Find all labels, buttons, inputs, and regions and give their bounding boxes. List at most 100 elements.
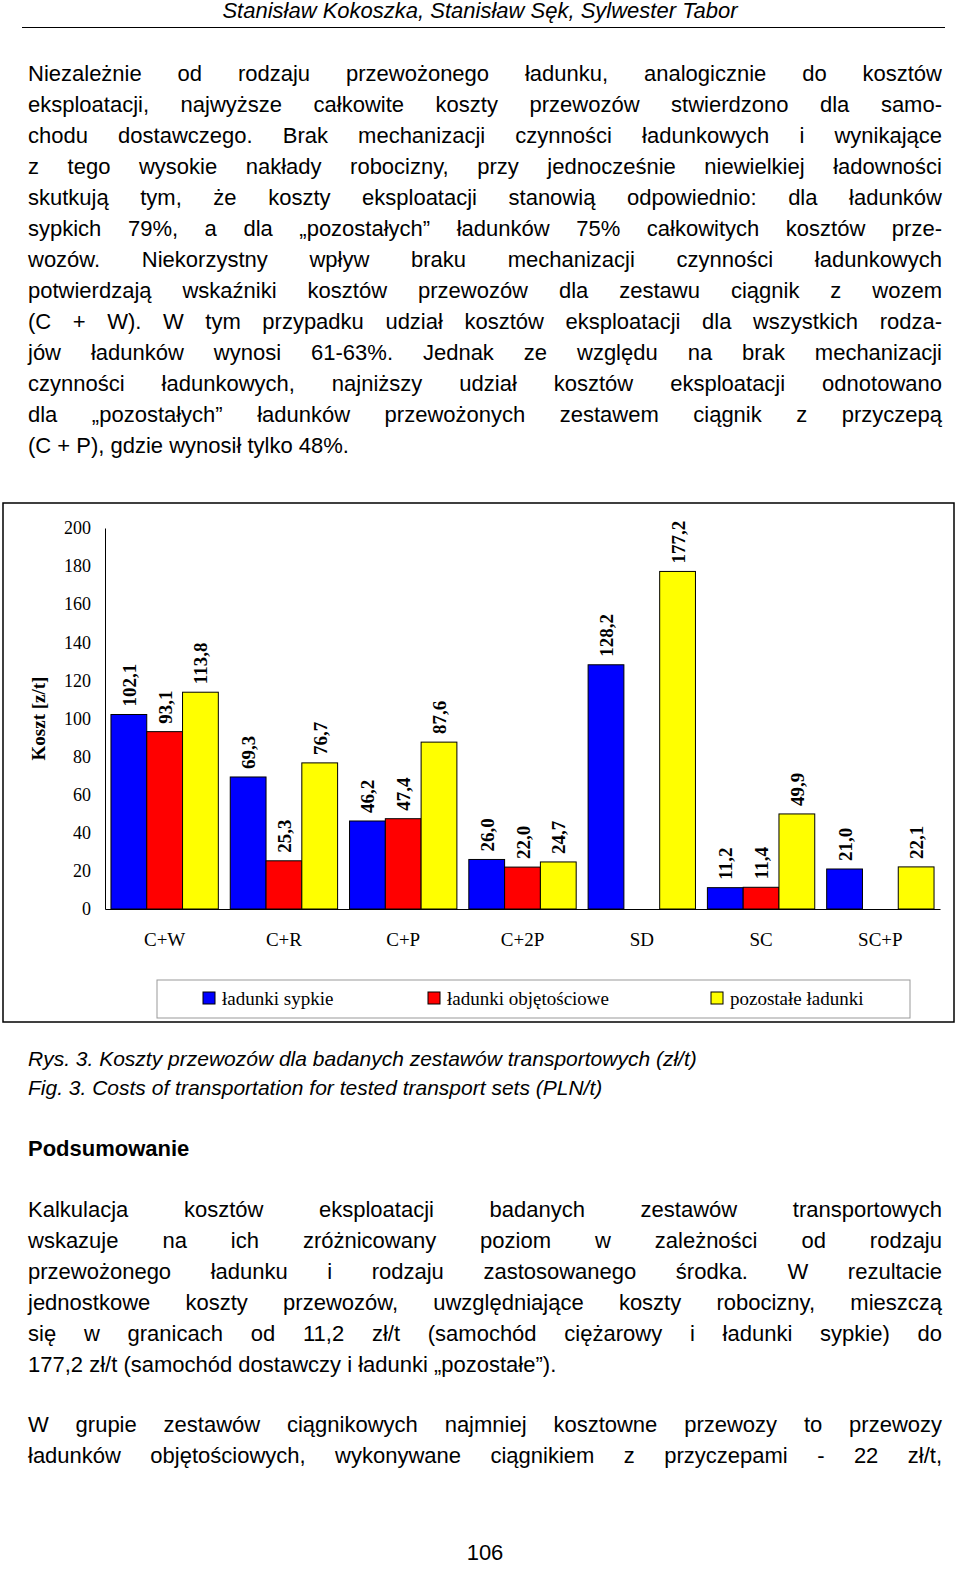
- bar: [827, 869, 863, 909]
- chart: 0 20 40 60 80 100 120 140 160 180 200 C+W C+R C+P C+2P…: [0, 500, 960, 1028]
- bar: [540, 862, 576, 909]
- y-tick-label: 140: [64, 633, 91, 653]
- data-label: 113,8: [190, 643, 211, 685]
- y-tick: 80: [73, 747, 105, 767]
- y-tick: 180: [64, 556, 105, 576]
- text-line: chodu dostawczego. Brak mechanizacji czy…: [28, 123, 942, 149]
- y-tick-label: 0: [82, 899, 91, 919]
- header-rule: [22, 27, 945, 28]
- caption: Rys. 3. Koszty przewozów dla badanych ze…: [28, 1047, 697, 1071]
- y-tick: 100: [64, 709, 105, 729]
- data-label: 21,0: [835, 828, 856, 861]
- section-title: Podsumowanie: [28, 1136, 189, 1162]
- bar: [111, 714, 147, 909]
- bar: [898, 867, 934, 909]
- x-tick-label: SC+P: [858, 929, 903, 950]
- x-axis-line: [106, 909, 941, 910]
- bar: [147, 732, 183, 909]
- bars: [111, 571, 934, 909]
- bar: [469, 859, 505, 909]
- data-label: 93,1: [155, 690, 176, 723]
- x-tick-label: C+R: [266, 929, 302, 950]
- data-labels: 102,169,346,226,0128,211,221,093,125,347…: [119, 521, 927, 880]
- y-tick-label: 60: [73, 785, 91, 805]
- x-tick-label: SD: [630, 929, 654, 950]
- text-line: W grupie zestawów ciągnikowych najmniej …: [28, 1412, 942, 1438]
- data-label: 102,1: [119, 664, 140, 707]
- y-tick: 40: [73, 823, 105, 843]
- bar: [505, 867, 541, 909]
- x-axis: C+W C+R C+P C+2P SD SC SC+P: [106, 909, 941, 950]
- bar: [385, 819, 421, 909]
- x-tick: C+2P: [501, 909, 544, 950]
- data-label: 87,6: [429, 701, 450, 734]
- data-label: 24,7: [548, 820, 569, 854]
- data-label: 26,0: [477, 818, 498, 851]
- y-tick-label: 200: [64, 518, 91, 538]
- x-tick: SC+P: [858, 909, 903, 950]
- text-line: potwierdzają wskaźniki kosztów przewozów…: [28, 278, 942, 304]
- bar: [779, 814, 815, 909]
- y-tick: 120: [64, 671, 105, 691]
- bar: [660, 571, 696, 909]
- text-line: wozów. Niekorzystny wpływ braku mechaniz…: [28, 247, 942, 273]
- text-line: 177,2 zł/t (samochód dostawczy i ładunki…: [28, 1352, 942, 1378]
- y-axis: 0 20 40 60 80 100 120 140 160 180 200: [64, 518, 106, 919]
- bar: [183, 692, 219, 909]
- x-tick-label: SC: [749, 929, 772, 950]
- y-tick-label: 20: [73, 861, 91, 881]
- bar: [266, 861, 302, 909]
- text-line: ładunków objętościowych, wykonywane ciąg…: [28, 1443, 942, 1469]
- text-line: przewożonego ładunku i rodzaju zastosowa…: [28, 1259, 942, 1285]
- text-line: dla „pozostałych” ładunków przewożonych …: [28, 402, 942, 428]
- y-axis-title: Koszt [z/t]: [28, 677, 49, 761]
- bar: [588, 665, 624, 909]
- data-label: 47,4: [393, 777, 414, 811]
- text-line: wskazuje na ich zróżnicowany poziom w za…: [28, 1228, 942, 1254]
- data-label: 128,2: [596, 614, 617, 657]
- x-tick-label: C+W: [144, 929, 185, 950]
- data-label: 11,4: [751, 847, 772, 880]
- data-label: 49,9: [787, 773, 808, 806]
- legend: ładunki sypkieładunki objętościowepozost…: [157, 980, 910, 1018]
- running-header: Stanisław Kokoszka, Stanisław Sęk, Sylwe…: [0, 0, 960, 24]
- bar: [743, 887, 779, 909]
- text-line: (C + P), gdzie wynosił tylko 48%.: [28, 433, 942, 459]
- y-tick-label: 40: [73, 823, 91, 843]
- legend-swatch: [203, 992, 215, 1004]
- text-line: skutkują tym, że koszty eksploatacji sta…: [28, 185, 942, 211]
- text-line: (C + W). W tym przypadku udział kosztów …: [28, 309, 942, 335]
- data-label: 177,2: [668, 521, 689, 564]
- text-line: jów ładunków wynosi 61-63%. Jednak ze wz…: [28, 340, 942, 366]
- legend-swatch: [428, 992, 440, 1004]
- y-tick: 200: [64, 518, 105, 538]
- text-line: się w granicach od 11,2 zł/t (samochód c…: [28, 1321, 942, 1347]
- legend-entry: ładunki sypkie: [222, 988, 333, 1009]
- x-tick: SC: [749, 909, 772, 950]
- y-tick: 0: [82, 899, 105, 919]
- x-tick: C+P: [386, 909, 420, 950]
- bar: [350, 821, 386, 909]
- y-tick: 140: [64, 633, 105, 653]
- x-tick-label: C+2P: [501, 929, 544, 950]
- legend-entry: ładunki objętościowe: [447, 988, 609, 1009]
- text-line: Kalkulacja kosztów eksploatacji badanych…: [28, 1197, 942, 1223]
- x-tick: C+W: [144, 909, 185, 950]
- data-label: 11,2: [715, 847, 736, 879]
- y-tick-label: 180: [64, 556, 91, 576]
- y-tick-label: 100: [64, 709, 91, 729]
- data-label: 69,3: [238, 736, 259, 769]
- text-line: jednostkowe koszty przewozów, uwzględnia…: [28, 1290, 942, 1316]
- y-tick-label: 160: [64, 594, 91, 614]
- page-number: 106: [435, 1540, 535, 1566]
- bar: [302, 763, 338, 909]
- data-label: 25,3: [274, 820, 295, 853]
- y-tick: 60: [73, 785, 105, 805]
- y-tick-label: 80: [73, 747, 91, 767]
- y-tick: 20: [73, 861, 105, 881]
- data-label: 22,1: [906, 826, 927, 859]
- text-line: Niezależnie od rodzaju przewożonego ładu…: [28, 61, 942, 87]
- legend-box: [157, 980, 910, 1018]
- bar: [230, 777, 266, 909]
- data-label: 22,0: [513, 826, 534, 859]
